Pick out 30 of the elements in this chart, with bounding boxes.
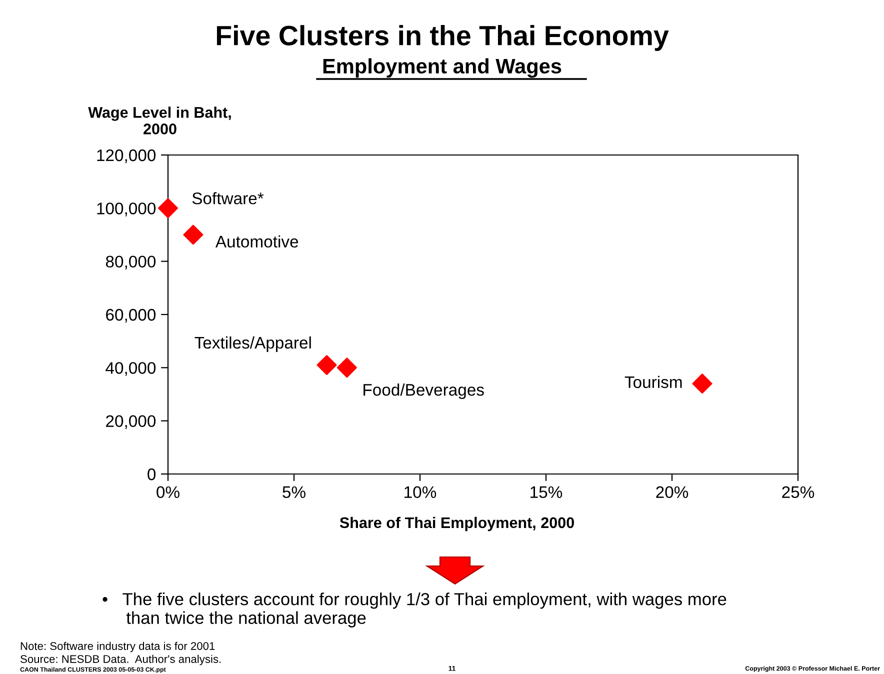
annotation: Automotive	[215, 235, 298, 248]
annotation: Software*	[192, 192, 264, 204]
x-tick-label: 5%	[282, 486, 306, 498]
y-tick-label: 60,000	[106, 308, 156, 323]
point	[692, 374, 712, 394]
x-axis-title: Share of Thai Employment, 2000	[340, 516, 574, 532]
x-tick-label: 15%	[530, 486, 562, 498]
annotation: Tourism	[624, 376, 682, 388]
y-tick-label: 40,000	[106, 362, 156, 376]
text: • The five clusters account for roughly 1/3 of Thai employment, with wages more than twice the national average	[102, 592, 726, 628]
x-tick-label: 25%	[782, 486, 814, 498]
y-tick-label: 20,000	[106, 415, 156, 430]
point	[316, 354, 337, 376]
point	[336, 358, 357, 378]
y-axis-title: Wage Level in Baht, 2000	[88, 106, 231, 134]
text: Note: Software industry data is for 2001	[20, 642, 215, 652]
x-tick-label: 10%	[404, 486, 436, 498]
point	[183, 224, 204, 245]
y-tick-label: 100,000	[97, 202, 156, 216]
x-tick-label: 0%	[156, 486, 180, 498]
annotation: Food/Beverages	[364, 384, 484, 400]
x-tick-label: 20%	[656, 486, 688, 498]
chart-subtitle: Employment and Wages	[323, 58, 562, 78]
annotation: Textiles/Apparel	[194, 336, 311, 352]
y-tick-label: 120,000	[97, 149, 156, 164]
y-tick-label: 0	[148, 468, 156, 480]
point	[158, 198, 178, 218]
y-tick-label: 80,000	[106, 256, 156, 270]
chart-title: Five Clusters in the Thai Economy	[216, 25, 669, 51]
source-note: Source: NESDB Data. Author's analysis.	[20, 654, 221, 666]
